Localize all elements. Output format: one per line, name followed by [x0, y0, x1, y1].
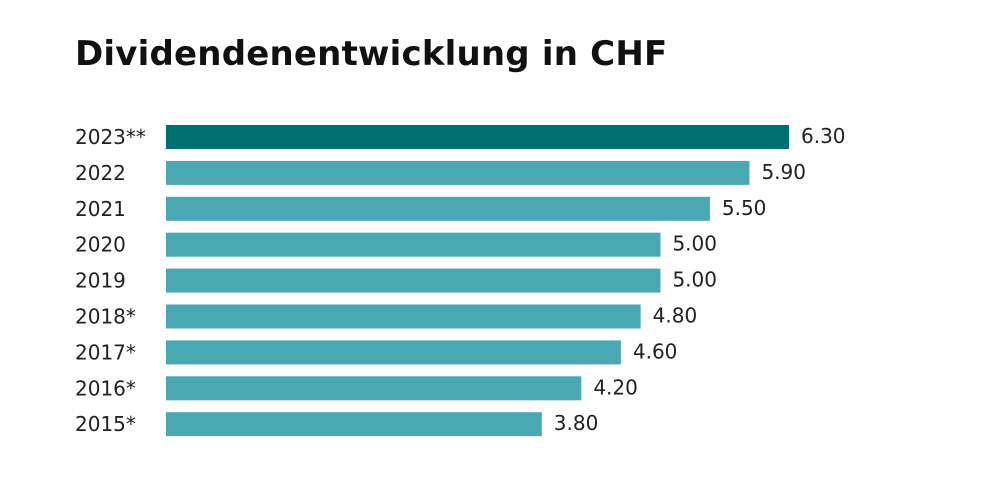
value-label: 6.30 [801, 124, 846, 148]
value-label: 3.80 [554, 411, 599, 435]
value-label: 4.60 [633, 339, 678, 363]
bar [166, 232, 661, 257]
bar [166, 376, 582, 401]
bar [166, 412, 542, 437]
value-label: 5.00 [672, 268, 717, 292]
bar [166, 268, 661, 293]
value-label: 5.00 [672, 232, 717, 256]
value-label: 5.50 [722, 196, 767, 220]
category-label: 2023** [75, 125, 146, 149]
category-label: 2015* [75, 412, 136, 436]
category-label: 2018* [75, 305, 136, 329]
category-label: 2019 [75, 269, 126, 293]
value-label: 4.80 [653, 304, 698, 328]
category-label: 2021 [75, 197, 126, 221]
value-label: 4.20 [593, 375, 638, 399]
bar [166, 125, 789, 149]
category-label: 2020 [75, 233, 126, 257]
bar [166, 304, 641, 329]
category-label: 2022 [75, 161, 126, 185]
value-label: 5.90 [761, 160, 806, 184]
bar [166, 160, 750, 185]
category-label: 2016* [75, 376, 136, 400]
category-label: 2017* [75, 340, 136, 364]
bar [166, 340, 621, 365]
bar [166, 196, 710, 221]
chart-title: Dividendenentwicklung in CHF [75, 34, 668, 74]
